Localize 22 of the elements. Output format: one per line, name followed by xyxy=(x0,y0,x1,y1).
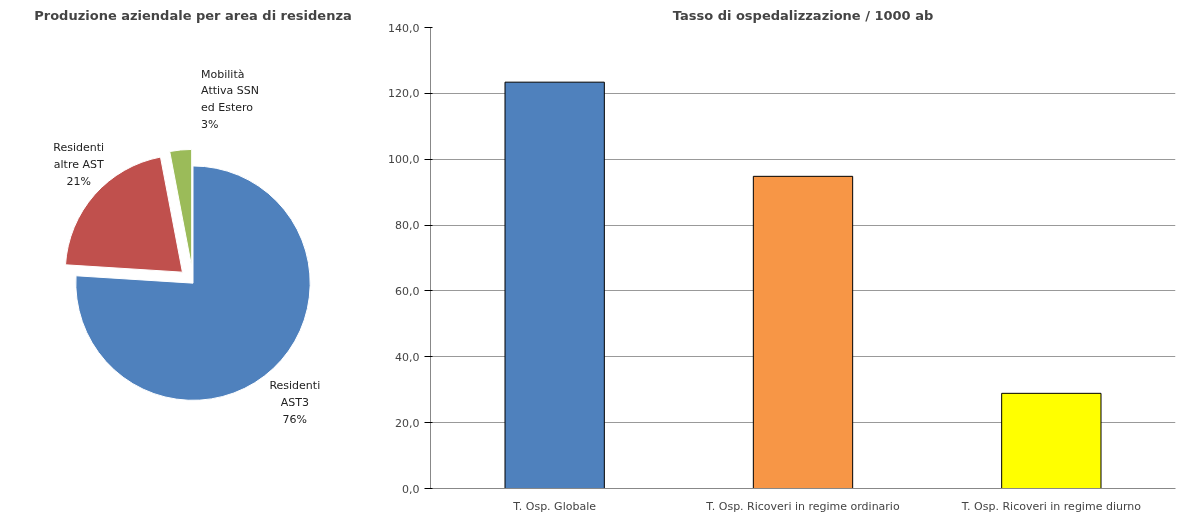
bar xyxy=(1001,392,1102,489)
data-label: 76% xyxy=(282,413,308,427)
y-tick-label: 60,0 xyxy=(395,284,420,298)
chart-title: Tasso di ospedalizzazione / 1000 ab xyxy=(672,7,934,23)
x-tick-label: T. Osp. Globale xyxy=(512,499,597,513)
slice-label: Residenti altre AST xyxy=(53,140,105,171)
slice-label: Mobilità Attiva SSN ed Estero xyxy=(201,67,260,115)
x-tick-label: T. Osp. Ricoveri in regime diurno xyxy=(960,499,1142,513)
data-label: 21% xyxy=(66,174,91,188)
bar xyxy=(504,81,605,489)
y-tick-label: 40,0 xyxy=(395,350,420,364)
y-tick-label: 80,0 xyxy=(395,219,420,233)
y-tick-label: 120,0 xyxy=(388,87,420,101)
chart-title: Produzione aziendale per area di residenza xyxy=(34,7,352,23)
x-tick-label: T. Osp. Ricoveri in regime ordinario xyxy=(705,499,900,513)
slice-label: Residenti AST3 xyxy=(269,379,321,410)
y-tick-label: 20,0 xyxy=(395,416,420,430)
data-label: 3% xyxy=(201,118,219,132)
bar xyxy=(752,175,854,489)
y-tick-label: 0,0 xyxy=(402,482,420,496)
y-tick-label: 100,0 xyxy=(388,153,420,167)
y-tick-label: 140,0 xyxy=(388,21,420,35)
